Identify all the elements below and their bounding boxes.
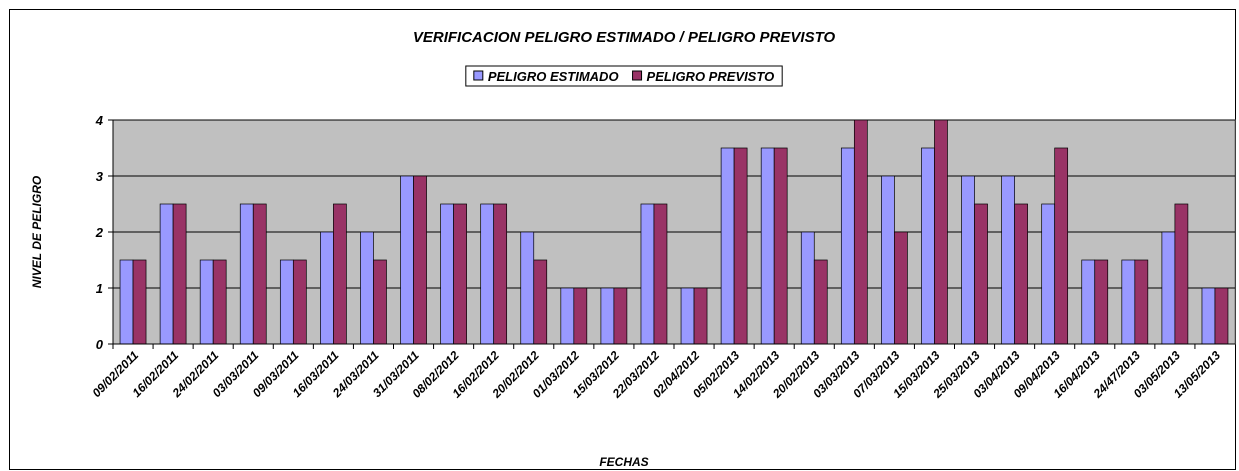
bar — [360, 231, 374, 345]
bar — [279, 259, 294, 345]
bar — [1134, 259, 1149, 345]
bar — [320, 231, 334, 345]
bar — [921, 147, 935, 345]
bar — [680, 287, 695, 345]
bar — [1161, 231, 1176, 345]
bar — [172, 203, 187, 345]
bar — [400, 175, 414, 345]
legend-swatch — [473, 70, 484, 81]
bar — [159, 203, 174, 345]
bar — [613, 287, 628, 345]
y-tick-label: 0 — [96, 337, 104, 352]
legend-label: PELIGRO PREVISTO — [647, 69, 775, 84]
y-tick-label: 2 — [95, 225, 104, 240]
bar — [1041, 203, 1056, 345]
legend: PELIGRO ESTIMADO PELIGRO PREVISTO — [465, 65, 783, 87]
legend-label: PELIGRO ESTIMADO — [488, 69, 619, 84]
bar — [292, 259, 307, 345]
bar — [733, 147, 748, 345]
bar — [533, 259, 548, 345]
legend-box — [465, 65, 783, 87]
bar — [961, 175, 975, 345]
bar — [252, 203, 267, 345]
bar — [800, 231, 815, 345]
bar — [199, 259, 214, 345]
bar — [760, 147, 775, 345]
x-axis-label: FECHAS — [599, 455, 648, 469]
bar — [453, 203, 467, 345]
bar — [720, 147, 735, 345]
bar — [653, 203, 668, 345]
bar — [853, 119, 868, 345]
bar — [1214, 287, 1229, 345]
y-tick-label: 3 — [96, 169, 104, 184]
bar — [1081, 259, 1096, 345]
bar — [1121, 259, 1136, 345]
bar — [881, 175, 895, 345]
bar — [413, 175, 427, 345]
bar — [840, 147, 855, 345]
bar — [1001, 175, 1015, 345]
bar — [640, 203, 655, 345]
bar — [773, 147, 788, 345]
legend-swatch — [632, 70, 643, 81]
bar — [373, 259, 387, 345]
bar — [119, 259, 134, 345]
bar — [934, 119, 948, 345]
y-tick-label: 1 — [96, 281, 103, 296]
y-axis-label: NIVEL DE PELIGRO — [30, 175, 44, 288]
chart-title: VERIFICACION PELIGRO ESTIMADO / PELIGRO … — [413, 29, 836, 46]
bar — [440, 203, 454, 345]
bar — [974, 203, 988, 345]
y-tick-label: 4 — [95, 113, 104, 128]
bar — [1201, 287, 1216, 345]
bar — [1054, 147, 1069, 345]
bar — [212, 259, 227, 345]
bar — [560, 287, 575, 345]
bar — [693, 287, 708, 345]
bar — [894, 231, 908, 345]
bar — [493, 203, 508, 345]
bar — [573, 287, 588, 345]
bar — [132, 259, 147, 345]
bar — [600, 287, 615, 345]
bar — [1094, 259, 1109, 345]
bar — [333, 203, 347, 345]
bar — [520, 231, 535, 345]
bar — [239, 203, 254, 345]
bar — [1014, 203, 1028, 345]
bar — [480, 203, 495, 345]
bar — [813, 259, 828, 345]
bar — [1174, 203, 1189, 345]
